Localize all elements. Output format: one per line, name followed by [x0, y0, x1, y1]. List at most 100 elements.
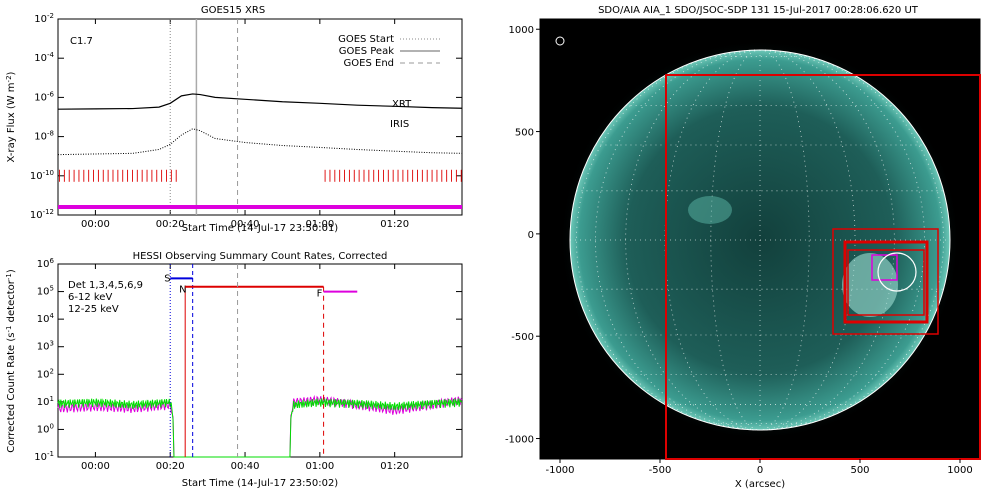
xrt-fov-inner: [847, 249, 925, 316]
goes-panel: GOES15 XRS 00:00 00:20 00:40 01:00 01:20 10-…: [5, 5, 463, 234]
hessi-y-tick-label: 101: [37, 395, 54, 408]
goes-y-tick-base: 10: [30, 171, 43, 182]
longitude-line: [759, 49, 856, 431]
longitude-line: [664, 49, 761, 431]
aia-y-tick-label: -1000: [505, 435, 534, 446]
goes-x-tick-label: 00:00: [81, 219, 110, 230]
legend-6-12kev: 6-12 keV: [68, 292, 112, 303]
aia-y-tick-label: 500: [515, 128, 534, 139]
hessi-markers: SN F: [164, 264, 358, 457]
hessi-y-tick-base: 10: [37, 259, 50, 270]
hessi-y-tick-exp: 6: [50, 257, 55, 265]
goes-y-tick-label: 10-12: [30, 208, 54, 221]
hessi-x-tick-label: 00:40: [231, 461, 260, 472]
goes-ylabel: X-ray Flux (W m-2): [5, 71, 17, 162]
hessi-y-tick-label: 100: [37, 422, 54, 435]
iris-fov: [871, 254, 898, 281]
hessi-plot-frame: [57, 263, 463, 458]
saa-flag-label: S: [164, 273, 170, 284]
hessi-y-tick-base: 10: [37, 424, 50, 435]
goes-x-ticks: 00:00 00:20 00:40 01:00 01:20: [81, 19, 409, 230]
goes-y-tick-base: 10: [34, 132, 47, 143]
goes-xlabel: Start Time (14-Jul-17 23:50:01): [182, 223, 339, 234]
legend-iris-fov: IRIS FOV: [551, 434, 594, 445]
goes-y-tick-base: 10: [30, 210, 43, 221]
goes-y-tick-exp: -8: [47, 130, 54, 138]
hessi-y-tick-exp: 5: [50, 285, 54, 293]
hessi-x-tick-label: 00:20: [156, 461, 185, 472]
hessi-y-tick-base: 10: [37, 397, 50, 408]
hessi-ylabel-close: ): [6, 269, 17, 273]
goes-y-tick-exp: -6: [47, 90, 55, 98]
goes-series: [57, 93, 463, 156]
goes-y-tick-exp: -12: [43, 208, 54, 216]
hessi-legend: Det 1,3,4,5,6,9 6-12 keV 12-25 keV: [68, 280, 143, 315]
active-region-bright: [842, 253, 898, 317]
xrt-observation-ticks: [59, 169, 462, 182]
hessi-title: HESSI Observing Summary Count Rates, Cor…: [133, 251, 388, 262]
goes-legend: GOES Start GOES Peak GOES End: [338, 34, 440, 69]
aia-x-tick-label: -500: [649, 465, 672, 476]
hessi-y-tick-base: 10: [37, 342, 50, 353]
xrt-fov-small: [843, 240, 929, 324]
hessi-y-tick-exp: 0: [50, 422, 54, 430]
iris-series-label: IRIS: [390, 119, 409, 130]
night-flag-label: N: [179, 285, 186, 296]
goes-x-tick-label: 01:00: [305, 219, 334, 230]
aia-x-tick-label: 0: [757, 465, 763, 476]
hessi-y-tick-exp: 4: [50, 312, 55, 320]
active-region-glow: [688, 196, 732, 224]
hessi-xlabel: Start Time (14-Jul-17 23:50:02): [182, 478, 339, 489]
goes-y-tick-label: 10-4: [34, 51, 54, 64]
goes-y-tick-label: 10-2: [34, 12, 54, 25]
hessi-panel: HESSI Observing Summary Count Rates, Cor…: [5, 251, 463, 489]
hessi-ylabel-sup1: -1: [5, 326, 13, 333]
hessi-y-tick-exp: 3: [50, 340, 54, 348]
goes-x-tick-label: 01:20: [380, 219, 409, 230]
goes-short-channel-line: [57, 128, 463, 156]
hessi-y-tick-label: 103: [37, 340, 54, 353]
goes-y-tick-label: 10-6: [34, 90, 54, 103]
legend-goes-start: GOES Start: [338, 34, 394, 45]
hessi-x-tick-label: 01:20: [380, 461, 409, 472]
hessi-ylabel-main: Corrected Count Rate (s: [6, 333, 17, 453]
goes-y-tick-label: 10-8: [34, 130, 54, 143]
hessi-y-tick-label: 106: [37, 257, 55, 270]
goes-y-tick-base: 10: [34, 92, 47, 103]
solar-limb: [569, 49, 951, 431]
aia-flare-location-marker: [877, 252, 917, 292]
aia-x-tick-label: -1000: [545, 465, 574, 476]
longitude-line: [759, 49, 925, 431]
legend-detectors: Det 1,3,4,5,6,9: [68, 280, 143, 291]
goes-y-tick-label: 10-10: [30, 169, 54, 182]
hessi-y-tick-exp: 1: [50, 395, 54, 403]
goes-flare-class: C1.7: [70, 36, 93, 47]
aia-image: [560, 40, 960, 440]
aia-x-ticks: -1000 -500 0 500 1000: [545, 459, 973, 476]
goes-plot-frame: [57, 18, 463, 216]
goes-x-tick-label: 00:20: [156, 219, 185, 230]
legend-flare-marker: [555, 36, 565, 46]
xrt-fov-large: [665, 74, 981, 460]
heliographic-grid: [570, 49, 950, 431]
goes-ylabel-main: X-ray Flux (W m: [6, 82, 17, 162]
hessi-y-tick-base: 10: [37, 287, 50, 298]
aia-x-tick-label: 500: [850, 465, 869, 476]
aia-y-tick-label: 0: [528, 230, 534, 241]
hessi-ylabel-sup2: -1: [5, 273, 13, 280]
hessi-y-tick-label: 102: [37, 367, 54, 380]
hessi-y-tick-base: 10: [37, 314, 50, 325]
hessi-y-tick-base: 10: [34, 452, 47, 463]
aia-y-tick-label: 1000: [509, 25, 534, 36]
goes-y-tick-exp: -10: [43, 169, 54, 177]
hessi-x-ticks: 00:00 00:20 00:40 01:00 01:20: [81, 264, 409, 472]
hessi-y-tick-exp: 2: [50, 367, 54, 375]
aia-panel: SDO/AIA AIA_1 SDO/JSOC-SDP 131 15-Jul-20…: [505, 5, 981, 490]
hessi-x-tick-label: 00:00: [81, 461, 110, 472]
goes-y-tick-exp: -2: [47, 12, 54, 20]
goes-long-channel-line: [57, 93, 463, 110]
legend-xrt-fov: XRT FOV: [551, 424, 594, 435]
xrt-series-label: XRT: [392, 99, 412, 110]
